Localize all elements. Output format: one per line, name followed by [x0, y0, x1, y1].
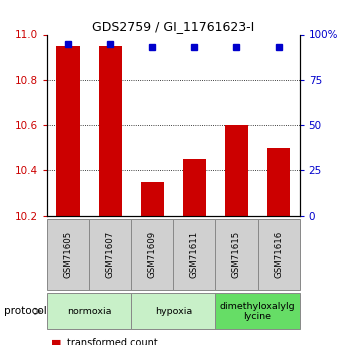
- Text: GSM71605: GSM71605: [64, 231, 73, 278]
- Text: transformed count: transformed count: [67, 338, 157, 345]
- Text: ■: ■: [51, 338, 61, 345]
- Text: GSM71615: GSM71615: [232, 231, 241, 278]
- Bar: [183, 159, 206, 216]
- Text: protocol: protocol: [4, 306, 46, 316]
- Bar: [225, 125, 248, 216]
- Bar: [141, 182, 164, 216]
- Text: GSM71609: GSM71609: [148, 231, 157, 278]
- Text: GSM71616: GSM71616: [274, 231, 283, 278]
- Bar: [99, 46, 122, 216]
- Text: GSM71611: GSM71611: [190, 231, 199, 278]
- Text: normoxia: normoxia: [67, 307, 111, 316]
- Bar: [267, 148, 290, 216]
- Title: GDS2759 / GI_11761623-I: GDS2759 / GI_11761623-I: [92, 20, 255, 33]
- Text: dimethyloxalylg
lycine: dimethyloxalylg lycine: [220, 302, 295, 321]
- Text: GSM71607: GSM71607: [106, 231, 114, 278]
- Text: hypoxia: hypoxia: [155, 307, 192, 316]
- Bar: [56, 46, 79, 216]
